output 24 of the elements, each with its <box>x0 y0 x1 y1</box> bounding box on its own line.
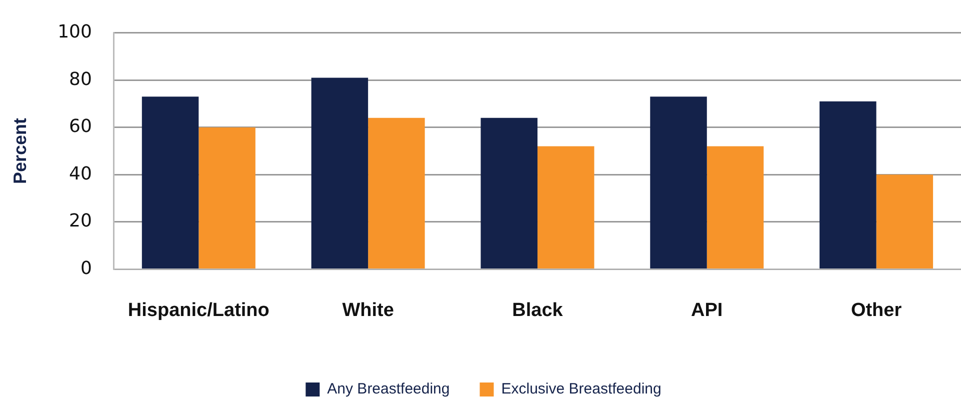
y-tick-label: 40 <box>69 163 92 184</box>
y-tick-label: 80 <box>69 68 92 90</box>
x-tick-label: API <box>691 300 723 321</box>
y-tick-label: 20 <box>69 210 92 232</box>
bar <box>142 96 199 268</box>
x-tick-label: Hispanic/Latino <box>128 300 270 321</box>
bar <box>650 96 707 268</box>
y-tick-label: 60 <box>69 116 92 138</box>
bar <box>311 78 368 268</box>
bar <box>537 146 594 268</box>
legend-label: Any Breastfeeding <box>327 380 450 398</box>
bar <box>368 118 425 268</box>
x-tick-label: Other <box>850 300 902 321</box>
y-axis-title: Percent <box>10 118 30 184</box>
x-tick-label: White <box>342 300 394 321</box>
x-tick-label: Black <box>512 300 564 321</box>
bar <box>820 101 876 268</box>
legend-label: Exclusive Breastfeeding <box>501 380 662 398</box>
bar <box>480 118 538 268</box>
y-tick-label: 0 <box>80 258 92 279</box>
bar <box>198 127 256 268</box>
bar <box>876 174 934 268</box>
y-tick-label: 100 <box>58 21 92 42</box>
bar <box>706 146 764 268</box>
